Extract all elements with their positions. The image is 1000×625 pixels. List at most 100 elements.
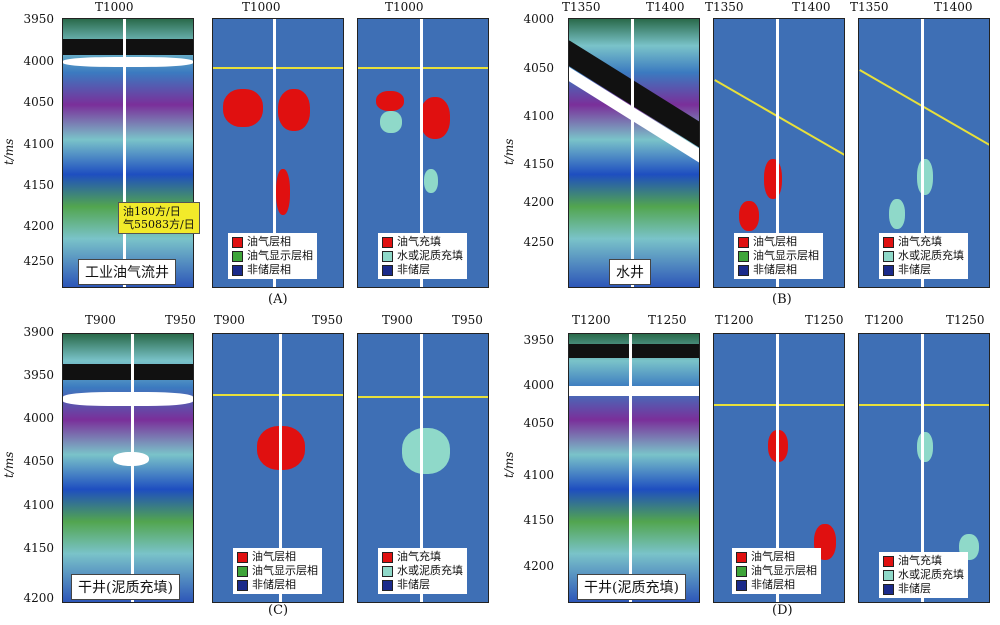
trace-label: T950 — [452, 313, 483, 327]
legend-swatch — [738, 264, 749, 276]
dark-reflector — [63, 39, 193, 55]
legend-label: 水或泥质充填 — [898, 568, 964, 581]
production-callout: 油180方/日 气55083方/日 — [118, 202, 200, 234]
legend-swatch — [883, 236, 894, 248]
well-type-label: 干井(泥质充填) — [71, 574, 180, 600]
trace-label: T1000 — [385, 0, 424, 14]
y-tick: 4150 — [523, 513, 554, 527]
trace-label: T900 — [214, 313, 245, 327]
oil-gas-body — [223, 89, 263, 127]
legend-label: 非储层 — [397, 578, 430, 591]
legend-label: 水或泥质充填 — [397, 564, 463, 577]
well-type-label: 干井(泥质充填) — [577, 574, 686, 600]
y-axis-label: t/ms — [502, 451, 516, 478]
y-tick: 4100 — [523, 109, 554, 123]
legend-swatch — [232, 250, 243, 262]
bright-reflector — [569, 386, 699, 396]
trace-label: T1350 — [850, 0, 889, 14]
trace-label: T1000 — [242, 0, 281, 14]
y-tick: 4200 — [23, 591, 54, 605]
legend-label: 非储层相 — [753, 263, 797, 276]
legend-label: 油气充填 — [898, 235, 942, 248]
trace-label: T1200 — [572, 313, 611, 327]
trace-label: T1400 — [792, 0, 831, 14]
legend: 油气充填 水或泥质充填 非储层 — [879, 552, 968, 598]
trace-label: T1250 — [946, 313, 985, 327]
y-tick: 4000 — [523, 378, 554, 392]
y-tick: 4150 — [23, 178, 54, 192]
figure-panel-d: t/ms 3950 4000 4050 4100 4150 4200 T1200… — [500, 313, 990, 625]
bright-reflector — [63, 392, 193, 406]
water-mud-body — [402, 428, 450, 474]
legend: 油气层相 油气显示层相 非储层相 — [732, 548, 821, 594]
oil-gas-body — [420, 97, 450, 139]
legend-label: 油气充填 — [898, 554, 942, 567]
well-trajectory — [420, 334, 423, 602]
fill-panel: 油气充填 水或泥质充填 非储层 — [858, 333, 990, 603]
legend-swatch — [736, 579, 747, 591]
figure-panel-c: t/ms 3900 3950 4000 4050 4100 4150 4200 … — [0, 313, 490, 625]
y-tick: 4000 — [523, 12, 554, 26]
legend-swatch — [382, 236, 393, 248]
legend-label: 非储层 — [898, 263, 931, 276]
facies-panel: 油气层相 油气显示层相 非储层相 — [713, 333, 845, 603]
panel-caption: (A) — [268, 292, 288, 307]
fill-panel: 油气充填 水或泥质充填 非储层 — [357, 333, 489, 603]
legend-swatch — [736, 565, 747, 577]
legend-swatch — [232, 264, 243, 276]
y-tick: 4100 — [523, 468, 554, 482]
well-trajectory — [776, 334, 779, 602]
well-trajectory — [420, 19, 423, 287]
y-tick: 4000 — [23, 54, 54, 68]
fill-panel: 油气充填 水或泥质充填 非储层 — [357, 18, 489, 288]
trace-label: T1250 — [648, 313, 687, 327]
seismic-section: 干井(泥质充填) — [62, 333, 194, 603]
trace-label: T900 — [382, 313, 413, 327]
trace-label: T1250 — [805, 313, 844, 327]
legend-label: 非储层 — [397, 263, 430, 276]
y-tick: 3900 — [23, 325, 54, 339]
water-mud-body — [889, 199, 905, 229]
legend-swatch — [736, 551, 747, 563]
legend-label: 油气显示层相 — [247, 249, 313, 262]
seismic-section: 水井 — [568, 18, 700, 288]
horizon-line — [213, 394, 343, 396]
oil-gas-body — [278, 89, 310, 131]
oil-gas-body — [276, 169, 290, 215]
fill-panel: 油气充填 水或泥质充填 非储层 — [858, 18, 990, 288]
legend-label: 非储层相 — [252, 578, 296, 591]
trace-label: T950 — [312, 313, 343, 327]
legend-label: 非储层相 — [247, 263, 291, 276]
legend: 油气层相 油气显示层相 非储层相 — [228, 233, 317, 279]
legend-label: 油气层相 — [753, 235, 797, 248]
legend: 油气充填 水或泥质充填 非储层 — [378, 233, 467, 279]
y-tick: 4200 — [523, 195, 554, 209]
legend-swatch — [883, 569, 894, 581]
horizon-line — [358, 396, 488, 398]
water-mud-body — [917, 159, 933, 195]
legend: 油气充填 水或泥质充填 非储层 — [879, 233, 968, 279]
oil-gas-body — [739, 201, 759, 231]
trace-label: T1400 — [934, 0, 973, 14]
legend-label: 油气显示层相 — [751, 564, 817, 577]
y-tick: 4000 — [23, 411, 54, 425]
legend-swatch — [738, 236, 749, 248]
legend: 油气充填 水或泥质充填 非储层 — [378, 548, 467, 594]
facies-panel: 油气层相 油气显示层相 非储层相 — [212, 18, 344, 288]
y-axis-label: t/ms — [2, 138, 16, 165]
legend-swatch — [883, 555, 894, 567]
y-tick: 3950 — [523, 333, 554, 347]
y-tick: 4200 — [23, 219, 54, 233]
legend-swatch — [237, 565, 248, 577]
legend-swatch — [382, 250, 393, 262]
well-trajectory — [921, 334, 924, 602]
legend-swatch — [883, 264, 894, 276]
well-trajectory — [131, 334, 134, 602]
trace-label: T1350 — [562, 0, 601, 14]
well-trajectory — [921, 19, 924, 287]
y-tick: 4050 — [23, 454, 54, 468]
well-trajectory — [273, 19, 276, 287]
horizon-line — [714, 404, 844, 406]
well-type-label: 工业油气流井 — [78, 259, 176, 285]
legend-label: 水或泥质充填 — [898, 249, 964, 262]
